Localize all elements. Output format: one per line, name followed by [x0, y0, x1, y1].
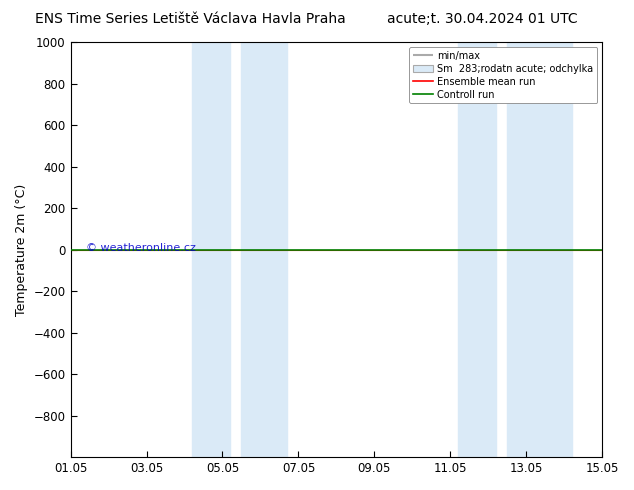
Text: © weatheronline.cz: © weatheronline.cz — [86, 243, 197, 252]
Text: acute;t. 30.04.2024 01 UTC: acute;t. 30.04.2024 01 UTC — [387, 12, 577, 26]
Text: ENS Time Series Letiště Václava Havla Praha: ENS Time Series Letiště Václava Havla Pr… — [35, 12, 346, 26]
Bar — [242, 42, 287, 457]
Y-axis label: Temperature 2m (°C): Temperature 2m (°C) — [15, 183, 28, 316]
Bar — [507, 42, 572, 457]
Bar — [458, 42, 496, 457]
Bar — [192, 42, 230, 457]
Legend: min/max, Sm  283;rodatn acute; odchylka, Ensemble mean run, Controll run: min/max, Sm 283;rodatn acute; odchylka, … — [409, 47, 597, 103]
